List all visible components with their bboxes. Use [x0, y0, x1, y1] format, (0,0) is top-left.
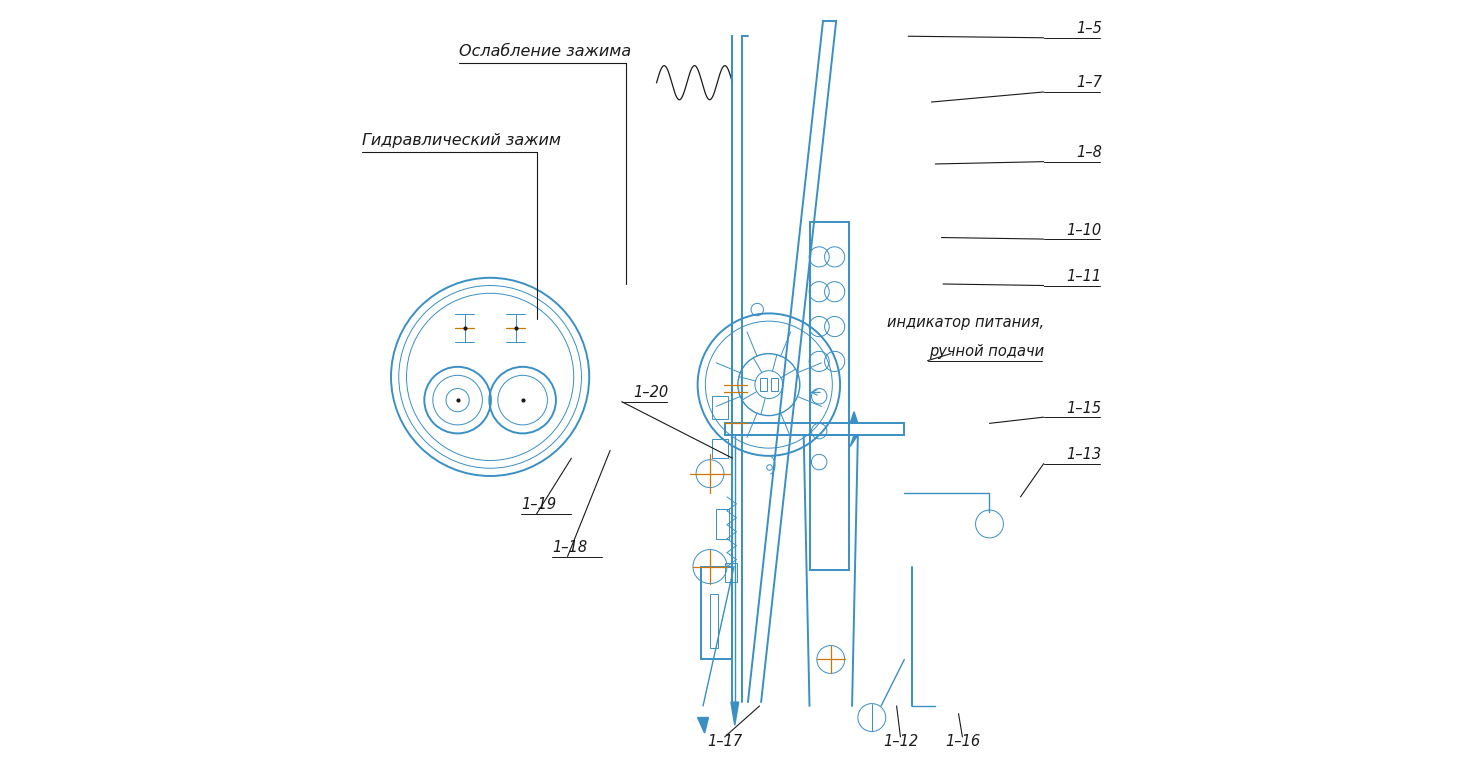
Bar	[712, 396, 728, 420]
Text: 1–12: 1–12	[882, 733, 918, 748]
Bar	[700, 566, 731, 660]
Text: 1–13: 1–13	[1067, 447, 1102, 462]
Bar	[725, 563, 737, 582]
Text: Ослабление зажима: Ослабление зажима	[459, 44, 631, 60]
Bar	[712, 439, 728, 458]
Bar	[716, 508, 728, 539]
Text: 1–18: 1–18	[552, 540, 587, 555]
Polygon shape	[697, 717, 709, 733]
Bar	[759, 378, 766, 391]
Text: 1–19: 1–19	[521, 497, 556, 512]
Text: 1–15: 1–15	[1067, 401, 1102, 416]
Bar	[771, 378, 778, 391]
Text: 1–8: 1–8	[1076, 145, 1102, 160]
Bar	[810, 222, 849, 570]
Text: 1–20: 1–20	[633, 385, 668, 400]
Bar	[725, 423, 904, 435]
Polygon shape	[731, 702, 738, 725]
Text: индикатор питания,: индикатор питания,	[887, 315, 1044, 330]
Text: 1–10: 1–10	[1067, 222, 1102, 238]
Text: 1–17: 1–17	[708, 733, 743, 748]
Polygon shape	[850, 435, 857, 447]
Text: 1–7: 1–7	[1076, 75, 1102, 90]
Text: Гидравлический зажим: Гидравлический зажим	[363, 134, 561, 148]
Polygon shape	[850, 412, 857, 423]
Text: 1–16: 1–16	[945, 733, 981, 748]
Bar	[711, 594, 718, 648]
Text: ручной подачи: ручной подачи	[929, 344, 1044, 359]
Text: 1–11: 1–11	[1067, 269, 1102, 284]
Text: 1–5: 1–5	[1076, 21, 1102, 37]
